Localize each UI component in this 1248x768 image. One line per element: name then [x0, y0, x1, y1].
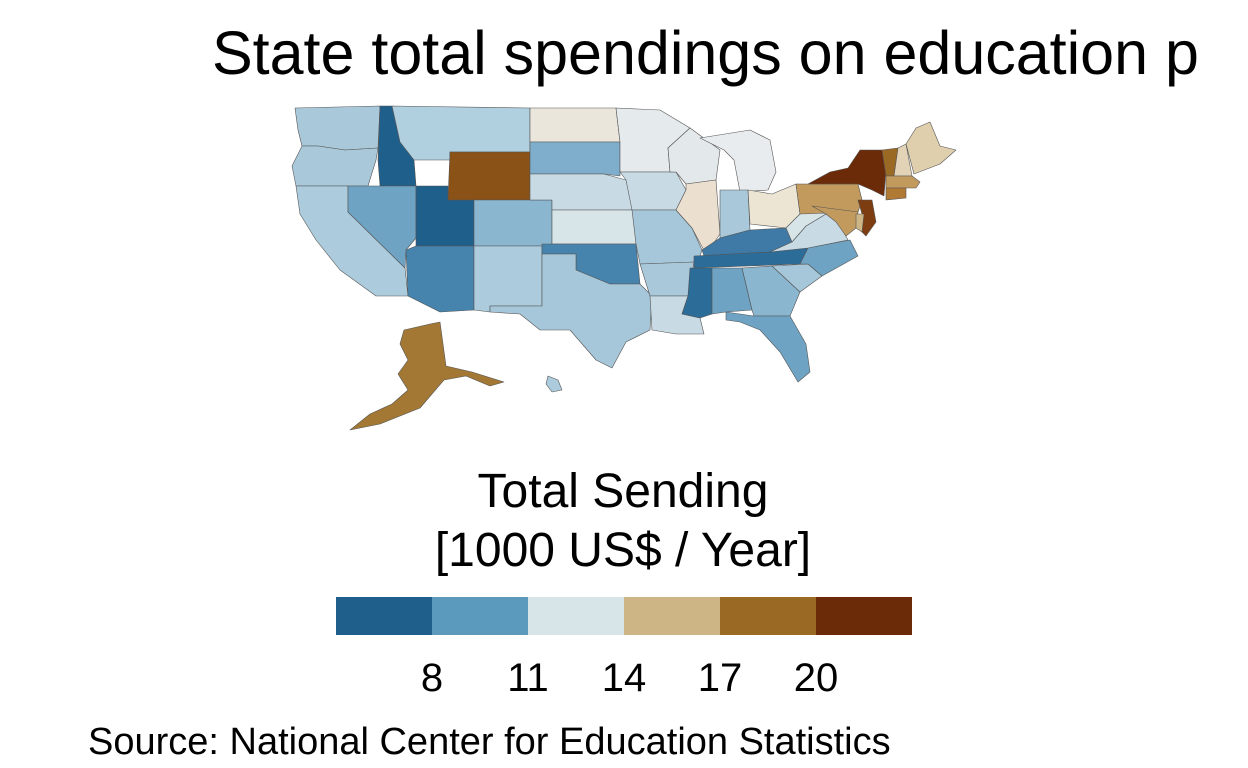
legend-color-bar: [336, 597, 912, 635]
source-caption: Source: National Center for Education St…: [88, 721, 891, 763]
legend-swatch-4: [624, 597, 720, 635]
state-delaware: [855, 213, 865, 233]
legend-swatch-5: [720, 597, 816, 635]
legend-title: Total Sending [1000 US$ / Year]: [300, 462, 946, 580]
state-massachusetts: [885, 175, 921, 189]
legend-title-line1: Total Sending: [477, 465, 769, 518]
state-maine: [905, 121, 957, 175]
legend-swatch-3: [528, 597, 624, 635]
state-illinois: [675, 179, 721, 255]
state-washington: [294, 105, 381, 151]
state-alabama: [711, 267, 753, 315]
state-new-mexico: [473, 245, 543, 313]
state-oregon: [291, 145, 379, 187]
state-south-dakota: [529, 141, 621, 177]
state-arizona: [405, 245, 475, 313]
us-choropleth-map: [285, 100, 965, 440]
legend-swatch-6: [816, 597, 912, 635]
state-maryland: [811, 205, 859, 237]
legend-tick: 14: [601, 656, 647, 700]
map-title: State total spendings on education p: [212, 19, 1199, 87]
state-north-dakota: [529, 107, 621, 143]
state-texas: [489, 253, 653, 369]
legend-swatch-1: [336, 597, 432, 635]
state-arkansas: [639, 261, 695, 297]
legend-tick: 11: [507, 656, 549, 700]
map-svg: [291, 105, 957, 431]
state-wyoming: [447, 151, 531, 201]
legend-tick: 20: [793, 656, 839, 700]
state-connecticut: [885, 187, 907, 201]
state-alaska: [349, 321, 505, 431]
state-indiana: [719, 189, 751, 239]
state-hawaii: [545, 375, 563, 393]
state-colorado: [473, 199, 553, 247]
legend-swatch-2: [432, 597, 528, 635]
state-michigan: [699, 129, 777, 193]
state-kansas: [551, 209, 637, 245]
legend-title-line2: [1000 US$ / Year]: [434, 524, 812, 577]
legend-tick: 17: [697, 656, 743, 700]
state-florida: [725, 311, 811, 383]
legend-tick: 8: [420, 656, 444, 700]
